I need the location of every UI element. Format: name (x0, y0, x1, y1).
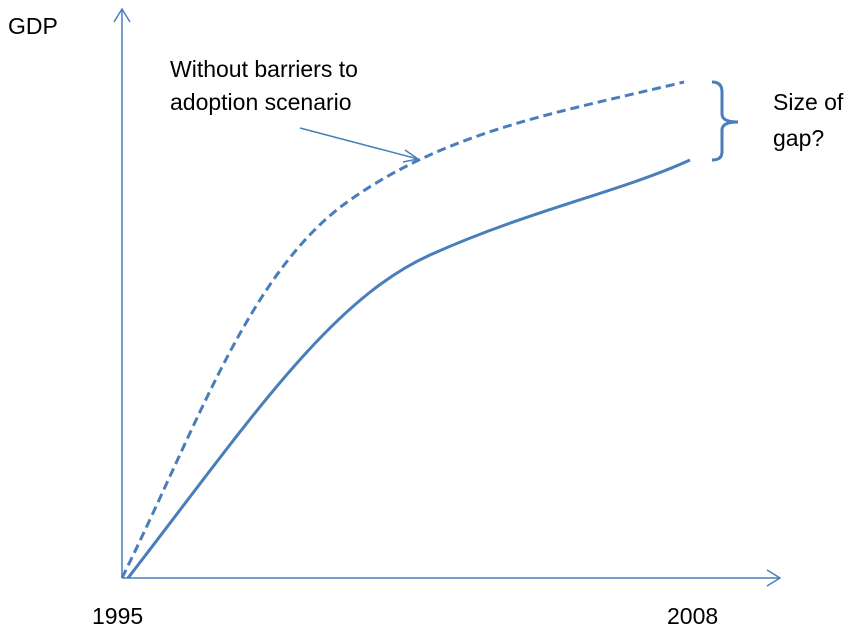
axes (113, 7, 782, 587)
annotation-line: gap? (773, 125, 824, 151)
annotation-line: adoption scenario (170, 89, 352, 115)
scenario-curve (120, 80, 685, 579)
x-axis-arrow (766, 569, 782, 587)
pointer-head (402, 149, 420, 163)
scenario-pointer (299, 127, 420, 163)
actual-curve (126, 158, 691, 579)
annotation-line: Size of (773, 89, 844, 115)
x-end-label: 2008 (667, 603, 718, 629)
y-axis-label: GDP (8, 13, 58, 39)
y-axis-arrow (113, 7, 131, 23)
gap-bracket (711, 80, 739, 162)
x-start-label: 1995 (92, 603, 143, 629)
annotation-line: Without barriers to (170, 56, 358, 82)
pointer-line (299, 127, 419, 160)
